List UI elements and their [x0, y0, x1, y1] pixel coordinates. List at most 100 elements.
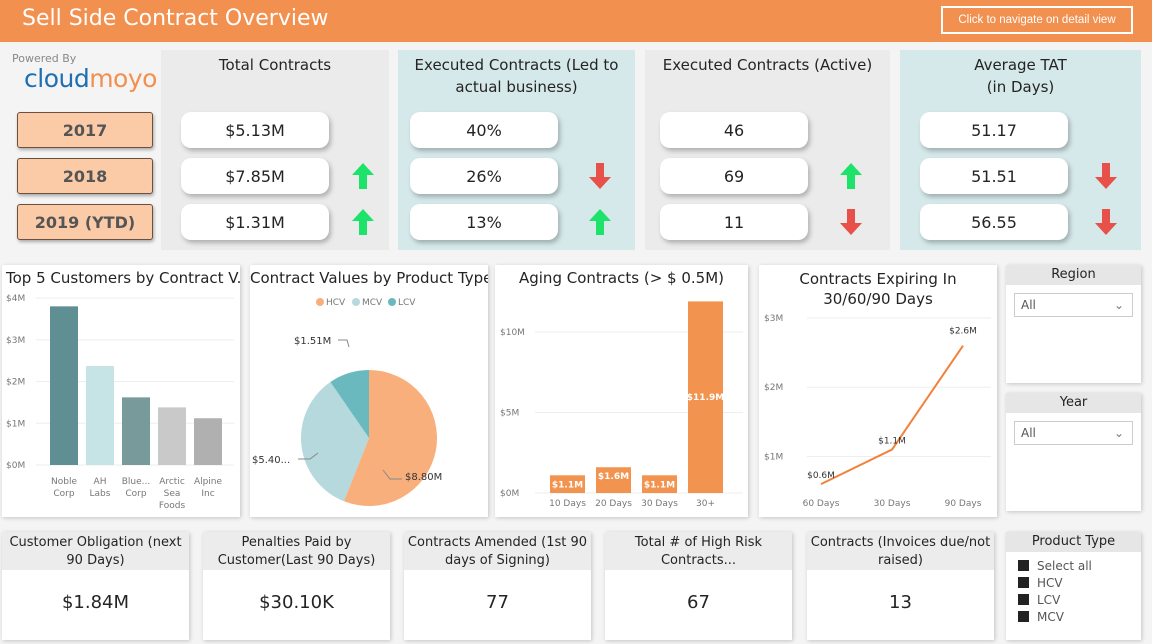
product-option[interactable]: HCV: [1018, 574, 1141, 591]
checkbox[interactable]: [1018, 594, 1029, 605]
kpi-value: $1.31M: [181, 204, 329, 240]
bar[interactable]: [50, 306, 78, 465]
chart-panel: Contracts Expiring In 30/60/90 Days $1M $2…: [759, 265, 997, 517]
checkbox[interactable]: [1018, 560, 1029, 571]
year-dropdown[interactable]: All ⌄: [1014, 421, 1133, 445]
kpi-column-title: Executed Contracts (Active): [662, 56, 873, 74]
powered-by-label: Powered By: [12, 52, 77, 65]
arrow-down-icon: [1095, 163, 1117, 189]
data-label: $8.80M: [405, 472, 442, 483]
option-label: Select all: [1037, 558, 1092, 573]
arrow-up-icon: [589, 209, 611, 235]
pie-slice[interactable]: [330, 370, 369, 438]
bar[interactable]: [688, 301, 723, 493]
line-series[interactable]: [820, 345, 964, 486]
y-tick-label: $3M: [6, 336, 25, 346]
card-title: Total # of High Risk Contracts...: [605, 532, 792, 570]
x-tick-label: Inc: [201, 489, 214, 499]
chart-svg: HCV MCV LCV $8.80M $5.40... $1.51M: [252, 298, 442, 506]
product-option[interactable]: MCV: [1018, 608, 1141, 625]
kpi-value: 56.55: [920, 204, 1068, 240]
x-tick-label: Labs: [90, 489, 111, 499]
x-tick-label: Sea: [164, 489, 181, 499]
region-slicer-title: Region: [1006, 265, 1141, 285]
arrow-down-icon: [1095, 209, 1117, 235]
kpi-card: Total # of High Risk Contracts... 67: [605, 532, 792, 640]
card-value: $30.10K: [259, 592, 334, 613]
x-tick-label: Corp: [53, 489, 74, 499]
chart-title: Aging Contracts (> $ 0.5M): [518, 269, 724, 287]
region-dropdown[interactable]: All ⌄: [1014, 293, 1133, 317]
leader-line: [298, 452, 319, 460]
product-option[interactable]: Select all: [1018, 557, 1141, 574]
chart-panel: Top 5 Customers by Contract V... $0M $1M $2…: [2, 265, 240, 517]
bar[interactable]: [122, 397, 150, 465]
kpi-column-title: Executed Contracts (Led to actual busine…: [414, 56, 619, 96]
data-label: $1.1M: [552, 480, 583, 490]
bar[interactable]: [86, 366, 114, 465]
region-slicer: Region All ⌄: [1006, 265, 1141, 383]
leader-line: [338, 339, 350, 348]
bar[interactable]: [642, 475, 677, 493]
data-label: $11.9M: [687, 393, 724, 403]
chart-svg: $0M $1M $2M $3M $4M Noble Corp AH Labs Blue... Cor…: [6, 294, 234, 511]
chart-svg: $0M $5M $10M $1.1M 10 Days $1.6M 20 Days $1.1M 3…: [500, 301, 743, 509]
card-value: 13: [889, 592, 912, 613]
checkbox[interactable]: [1018, 611, 1029, 622]
card-title: Penalties Paid by Customer(Last 90 Days): [203, 532, 390, 570]
option-label: HCV: [1037, 575, 1063, 590]
y-tick-label: $5M: [500, 409, 519, 419]
card-title: Contracts Amended (1st 90 days of Signin…: [404, 532, 591, 570]
chart-svg: $1M $2M $3M $0.6M 60 Days $1.1M 30 Days $2.6M 90…: [764, 314, 991, 509]
data-label: $1.1M: [878, 437, 906, 447]
bar[interactable]: [550, 475, 585, 493]
bar[interactable]: [194, 418, 222, 465]
year-slicer-title: Year: [1006, 393, 1141, 413]
y-tick-label: $0M: [500, 489, 519, 499]
legend-swatch: [316, 298, 324, 306]
year-button-2019[interactable]: 2019 (YTD): [17, 204, 153, 240]
arrow-down-icon: [589, 163, 611, 189]
x-tick-label: 60 Days: [803, 499, 840, 509]
kpi-value: 13%: [410, 204, 558, 240]
x-tick-label: 10 Days: [549, 499, 586, 509]
year-button-2018[interactable]: 2018: [17, 158, 153, 194]
x-tick-label: 30 Days: [874, 499, 911, 509]
kpi-card: Contracts (Invoices due/not raised) 13: [807, 532, 994, 640]
arrow-up-icon: [352, 163, 374, 189]
option-label: LCV: [1037, 592, 1061, 607]
pie-slice[interactable]: [301, 382, 369, 502]
x-tick-label: Noble: [51, 477, 77, 487]
option-label: MCV: [1037, 609, 1064, 624]
x-tick-label: 90 Days: [945, 499, 982, 509]
chart-title: Contracts Expiring In 30/60/90 Days: [799, 270, 957, 308]
bar[interactable]: [158, 407, 186, 465]
data-label: $0.6M: [807, 471, 835, 481]
year-button-2017[interactable]: 2017: [17, 112, 153, 148]
kpi-card: Penalties Paid by Customer(Last 90 Days)…: [203, 532, 390, 640]
legend-swatch: [352, 298, 360, 306]
checkbox[interactable]: [1018, 577, 1029, 588]
kpi-value: $7.85M: [181, 158, 329, 194]
x-tick-label: 20 Days: [595, 499, 632, 509]
pie-slice[interactable]: [343, 370, 437, 506]
product-option[interactable]: LCV: [1018, 591, 1141, 608]
product-slicer-title: Product Type: [1006, 532, 1141, 552]
y-tick-label: $3M: [764, 314, 783, 324]
legend-swatch: [388, 298, 396, 306]
bar[interactable]: [596, 467, 631, 493]
kpi-column-title: Average TAT (in Days): [974, 56, 1067, 96]
region-value: All: [1021, 298, 1036, 312]
x-tick-label: 30+: [696, 499, 715, 509]
x-tick-label: Corp: [125, 489, 146, 499]
arrow-up-icon: [352, 209, 374, 235]
kpi-value: 11: [660, 204, 808, 240]
navigate-detail-button[interactable]: Click to navigate on detail view: [941, 6, 1133, 34]
data-label: $5.40...: [252, 455, 290, 466]
arrow-down-icon: [840, 209, 862, 235]
kpi-value: 46: [660, 112, 808, 148]
data-label: $1.1M: [644, 480, 675, 490]
chart-title: Contract Values by Product Type: [250, 269, 488, 287]
x-tick-label: Foods: [159, 501, 186, 511]
kpi-column-title: Total Contracts: [218, 56, 332, 74]
